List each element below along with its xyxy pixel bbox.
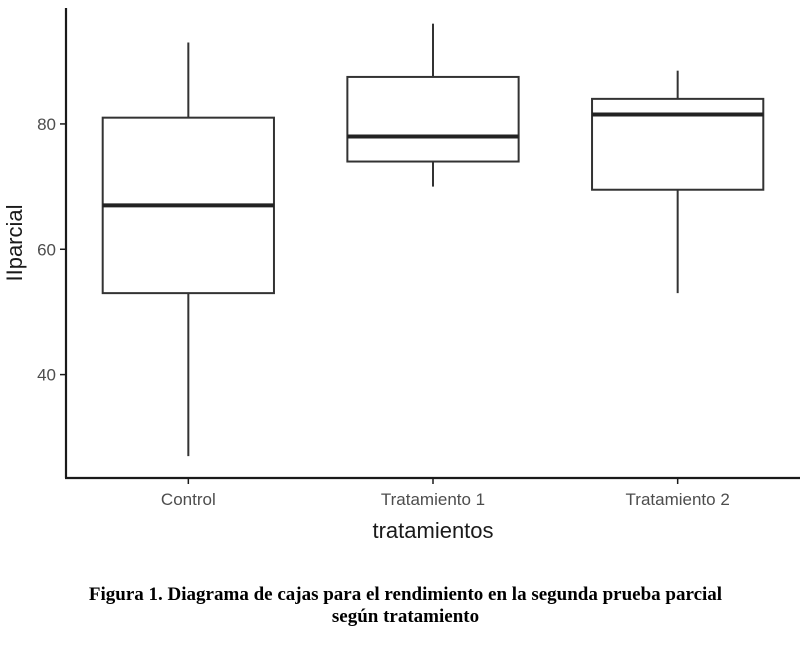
- x-axis: Control Tratamiento 1 Tratamiento 2: [65, 476, 800, 509]
- box-body: [346, 75, 520, 163]
- x-axis-title: tratamientos: [372, 518, 493, 543]
- boxes: [101, 23, 765, 457]
- figure-caption: Figura 1. Diagrama de cajas para el rend…: [0, 584, 811, 628]
- box-2: [346, 23, 520, 187]
- caption-line-1: Figura 1. Diagrama de cajas para el rend…: [88, 584, 723, 605]
- box-body: [591, 97, 765, 191]
- y-tick-label: 60: [37, 240, 56, 259]
- x-tick-label: Control: [161, 490, 216, 509]
- y-tick-label: 80: [37, 115, 56, 134]
- x-tick-label: Tratamiento 2: [626, 490, 730, 509]
- y-axis: 40 60 80: [37, 8, 68, 478]
- y-tick-label: 40: [37, 366, 56, 385]
- box-3: [591, 70, 765, 294]
- y-axis-title: IIparcial: [2, 204, 27, 281]
- x-tick-label: Tratamiento 1: [381, 490, 485, 509]
- boxplot-chart: 40 60 80 Control Tratamiento 1 Tratamiento 2…: [2, 8, 800, 543]
- caption-line-2: según tratamiento: [331, 606, 480, 627]
- box-1: [101, 42, 275, 457]
